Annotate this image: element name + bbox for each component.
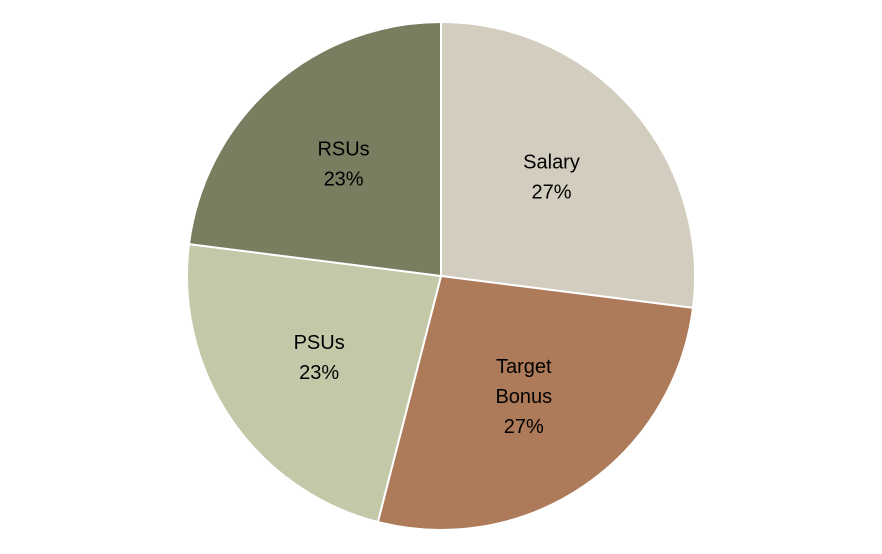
slice-label-target-bonus: Target Bonus 27% bbox=[495, 356, 552, 438]
slice-label-line: Salary bbox=[523, 152, 580, 174]
slice-label-psus: PSUs 23% bbox=[294, 332, 345, 384]
pie-slices bbox=[186, 20, 696, 531]
slice-label-line: RSUs bbox=[317, 139, 369, 161]
slice-label-line: 23% bbox=[299, 362, 339, 384]
pie-slice-psus bbox=[186, 243, 443, 524]
slice-label-line: Target bbox=[496, 356, 552, 378]
pie-slice-target-bonus bbox=[376, 274, 695, 531]
slice-label-rsus: RSUs 23% bbox=[317, 139, 369, 191]
pie-slice-rsus bbox=[187, 20, 442, 278]
slice-label-line: Bonus bbox=[495, 386, 552, 408]
slice-label-line: 27% bbox=[504, 416, 544, 438]
slice-label-line: 23% bbox=[324, 169, 364, 191]
slice-label-salary: Salary 27% bbox=[523, 152, 580, 204]
pie-slice-salary bbox=[440, 20, 696, 309]
pie-labels: Salary 27% Target Bonus 27% PSUs 23% RSUs 23% bbox=[294, 139, 580, 438]
slice-label-line: PSUs bbox=[294, 332, 345, 354]
slice-label-line: 27% bbox=[531, 182, 571, 204]
